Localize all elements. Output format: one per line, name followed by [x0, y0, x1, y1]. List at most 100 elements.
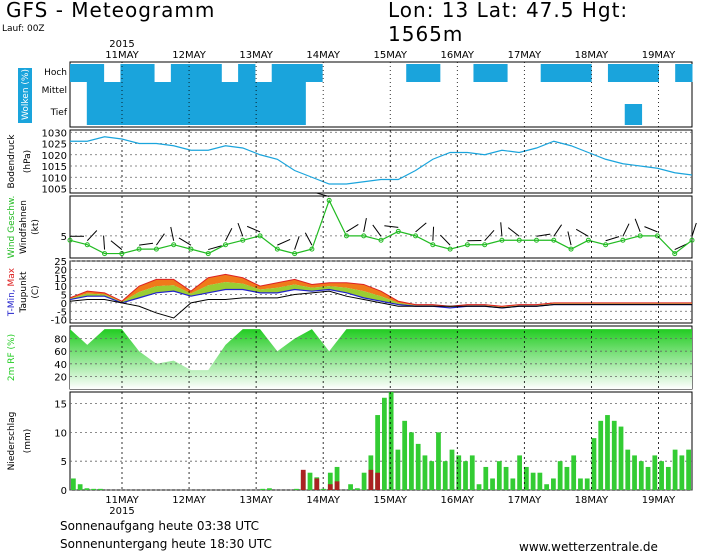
precip-bar	[362, 473, 367, 490]
precip-bar	[402, 421, 407, 490]
precip-bar	[686, 450, 691, 490]
cloud-cell	[188, 64, 205, 82]
precip-bar	[673, 450, 678, 490]
precip-conv-bar	[328, 484, 333, 490]
cloud-cell	[171, 104, 188, 125]
wind-axis-label: Wind Geschw.	[7, 196, 17, 259]
top-date-label: 17MAY	[508, 50, 542, 61]
cloud-cell	[272, 82, 289, 104]
precip-bar	[646, 467, 651, 490]
top-date-label: 18MAY	[575, 50, 609, 61]
precip-bar	[355, 488, 360, 490]
sunset-text: Sonnenuntergang heute 18:30 UTC	[60, 537, 272, 551]
precip-bar	[71, 478, 76, 490]
precip-bar	[91, 489, 96, 490]
wind-unit-label: (kt)	[31, 219, 41, 235]
cloud-cell	[406, 64, 423, 82]
source-link[interactable]: www.wetterzentrale.de	[519, 540, 658, 554]
cloud-cell	[625, 64, 642, 82]
cloud-cell	[154, 104, 171, 125]
precip-bar	[558, 461, 563, 490]
cloud-cell	[255, 82, 272, 104]
wind-vane-label: Windfahnen	[19, 200, 29, 254]
precip-bar	[565, 467, 570, 490]
cloud-level-label: Hoch	[44, 68, 67, 78]
temp-unit-label: (C)	[31, 285, 41, 298]
pressure-axis-label: Bodendruck	[7, 134, 17, 189]
precip-bar	[632, 455, 637, 490]
precip-tick: 5	[61, 457, 67, 468]
cloud-cell	[87, 104, 104, 125]
cloud-cell	[675, 64, 692, 82]
top-date-label: 11MAY	[105, 50, 139, 61]
precip-bar	[450, 450, 455, 490]
precip-bar	[504, 467, 509, 490]
cloud-cell	[188, 82, 205, 104]
bottom-date-label: 14MAY	[306, 495, 340, 506]
precip-bar	[78, 484, 83, 490]
precip-bar	[483, 467, 488, 490]
precip-bar	[85, 488, 90, 490]
precip-conv-bar	[368, 470, 373, 490]
pressure-tick: 1030	[42, 128, 67, 139]
precip-bar	[605, 415, 610, 490]
precip-axis-label: Niederschlag	[7, 412, 17, 471]
cloud-cell	[272, 64, 289, 82]
precip-bar	[396, 450, 401, 490]
cloud-cell	[255, 104, 272, 125]
precip-bar	[321, 489, 326, 490]
precip-bar	[470, 455, 475, 490]
temp-axis-label: T-Min, Max	[7, 267, 17, 317]
precip-bar	[679, 455, 684, 490]
cloud-cell	[87, 82, 104, 104]
top-year-label: 2015	[109, 39, 134, 50]
precip-bar	[510, 478, 515, 490]
bottom-date-label: 17MAY	[508, 495, 542, 506]
precip-unit-label: (mm)	[23, 429, 33, 454]
pressure-tick: 1005	[42, 185, 67, 196]
cloud-cell	[104, 104, 121, 125]
rh-tick: 80	[54, 335, 67, 346]
temp-max-legend: Max	[7, 267, 17, 286]
cloud-cell	[221, 82, 238, 104]
precip-bar	[443, 461, 448, 490]
cloud-cell	[204, 104, 221, 125]
precip-bar	[625, 450, 630, 490]
cloud-cell	[87, 64, 104, 82]
cloud-cell	[171, 82, 188, 104]
bottom-date-label: 18MAY	[575, 495, 609, 506]
precip-tick: 15	[54, 400, 67, 411]
precip-conv-bar	[335, 481, 340, 490]
cloud-cell	[289, 104, 306, 125]
bottom-date-label: 13MAY	[239, 495, 273, 506]
cloud-axis-label: Wolken (%)	[21, 69, 31, 120]
pressure-tick: 1020	[42, 151, 67, 162]
precip-bar	[578, 478, 583, 490]
wind-panel-frame	[70, 196, 692, 258]
temp-tick: 25	[54, 257, 67, 268]
cloud-cell	[137, 64, 154, 82]
precip-bar	[429, 461, 434, 490]
cloud-cell	[238, 104, 255, 125]
pressure-tick: 1025	[42, 140, 67, 151]
pressure-tick: 1015	[42, 162, 67, 173]
precip-bar	[592, 438, 597, 490]
cloud-cell	[558, 64, 575, 82]
rh-tick: 40	[54, 360, 67, 371]
top-date-label: 14MAY	[306, 50, 340, 61]
top-date-label: 15MAY	[373, 50, 407, 61]
precip-bar	[639, 461, 644, 490]
precip-bar	[652, 455, 657, 490]
cloud-cell	[238, 82, 255, 104]
precip-bar	[497, 461, 502, 490]
precip-conv-bar	[375, 473, 380, 490]
precip-bar	[382, 398, 387, 490]
top-date-label: 12MAY	[172, 50, 206, 61]
cloud-cell	[204, 82, 221, 104]
rh-tick: 20	[54, 372, 67, 383]
cloud-cell	[120, 64, 137, 82]
cloud-cell	[289, 82, 306, 104]
cloud-cell	[423, 64, 440, 82]
precip-bar	[423, 455, 428, 490]
